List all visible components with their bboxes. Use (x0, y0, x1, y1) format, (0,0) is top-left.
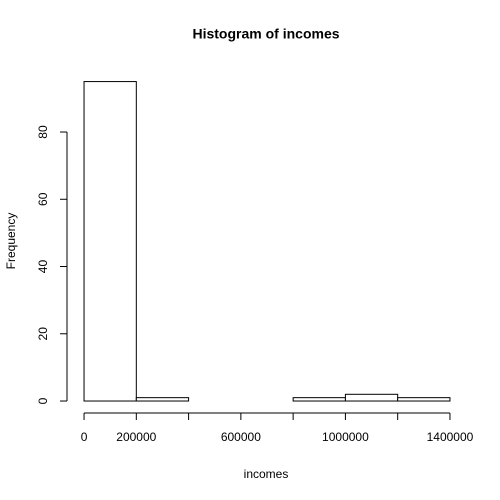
x-axis-label: incomes (244, 467, 289, 481)
x-tick-label: 1400000 (427, 430, 474, 444)
x-tick-label: 200000 (116, 430, 156, 444)
bar (344, 393, 399, 402)
y-tick-label: 40 (36, 260, 50, 274)
y-axis-label: Frequency (4, 213, 18, 270)
y-tick-label: 60 (36, 192, 50, 206)
bar (397, 397, 451, 402)
x-tick-label: 600000 (221, 430, 261, 444)
chart-title: Histogram of incomes (192, 26, 339, 42)
x-tick-label: 0 (81, 430, 88, 444)
bar (292, 397, 346, 402)
y-tick-label: 20 (36, 327, 50, 341)
bar (83, 81, 137, 402)
x-tick-label: 1000000 (322, 430, 369, 444)
y-tick-label: 80 (36, 125, 50, 139)
bar (135, 397, 190, 402)
y-tick-label: 0 (36, 397, 50, 404)
